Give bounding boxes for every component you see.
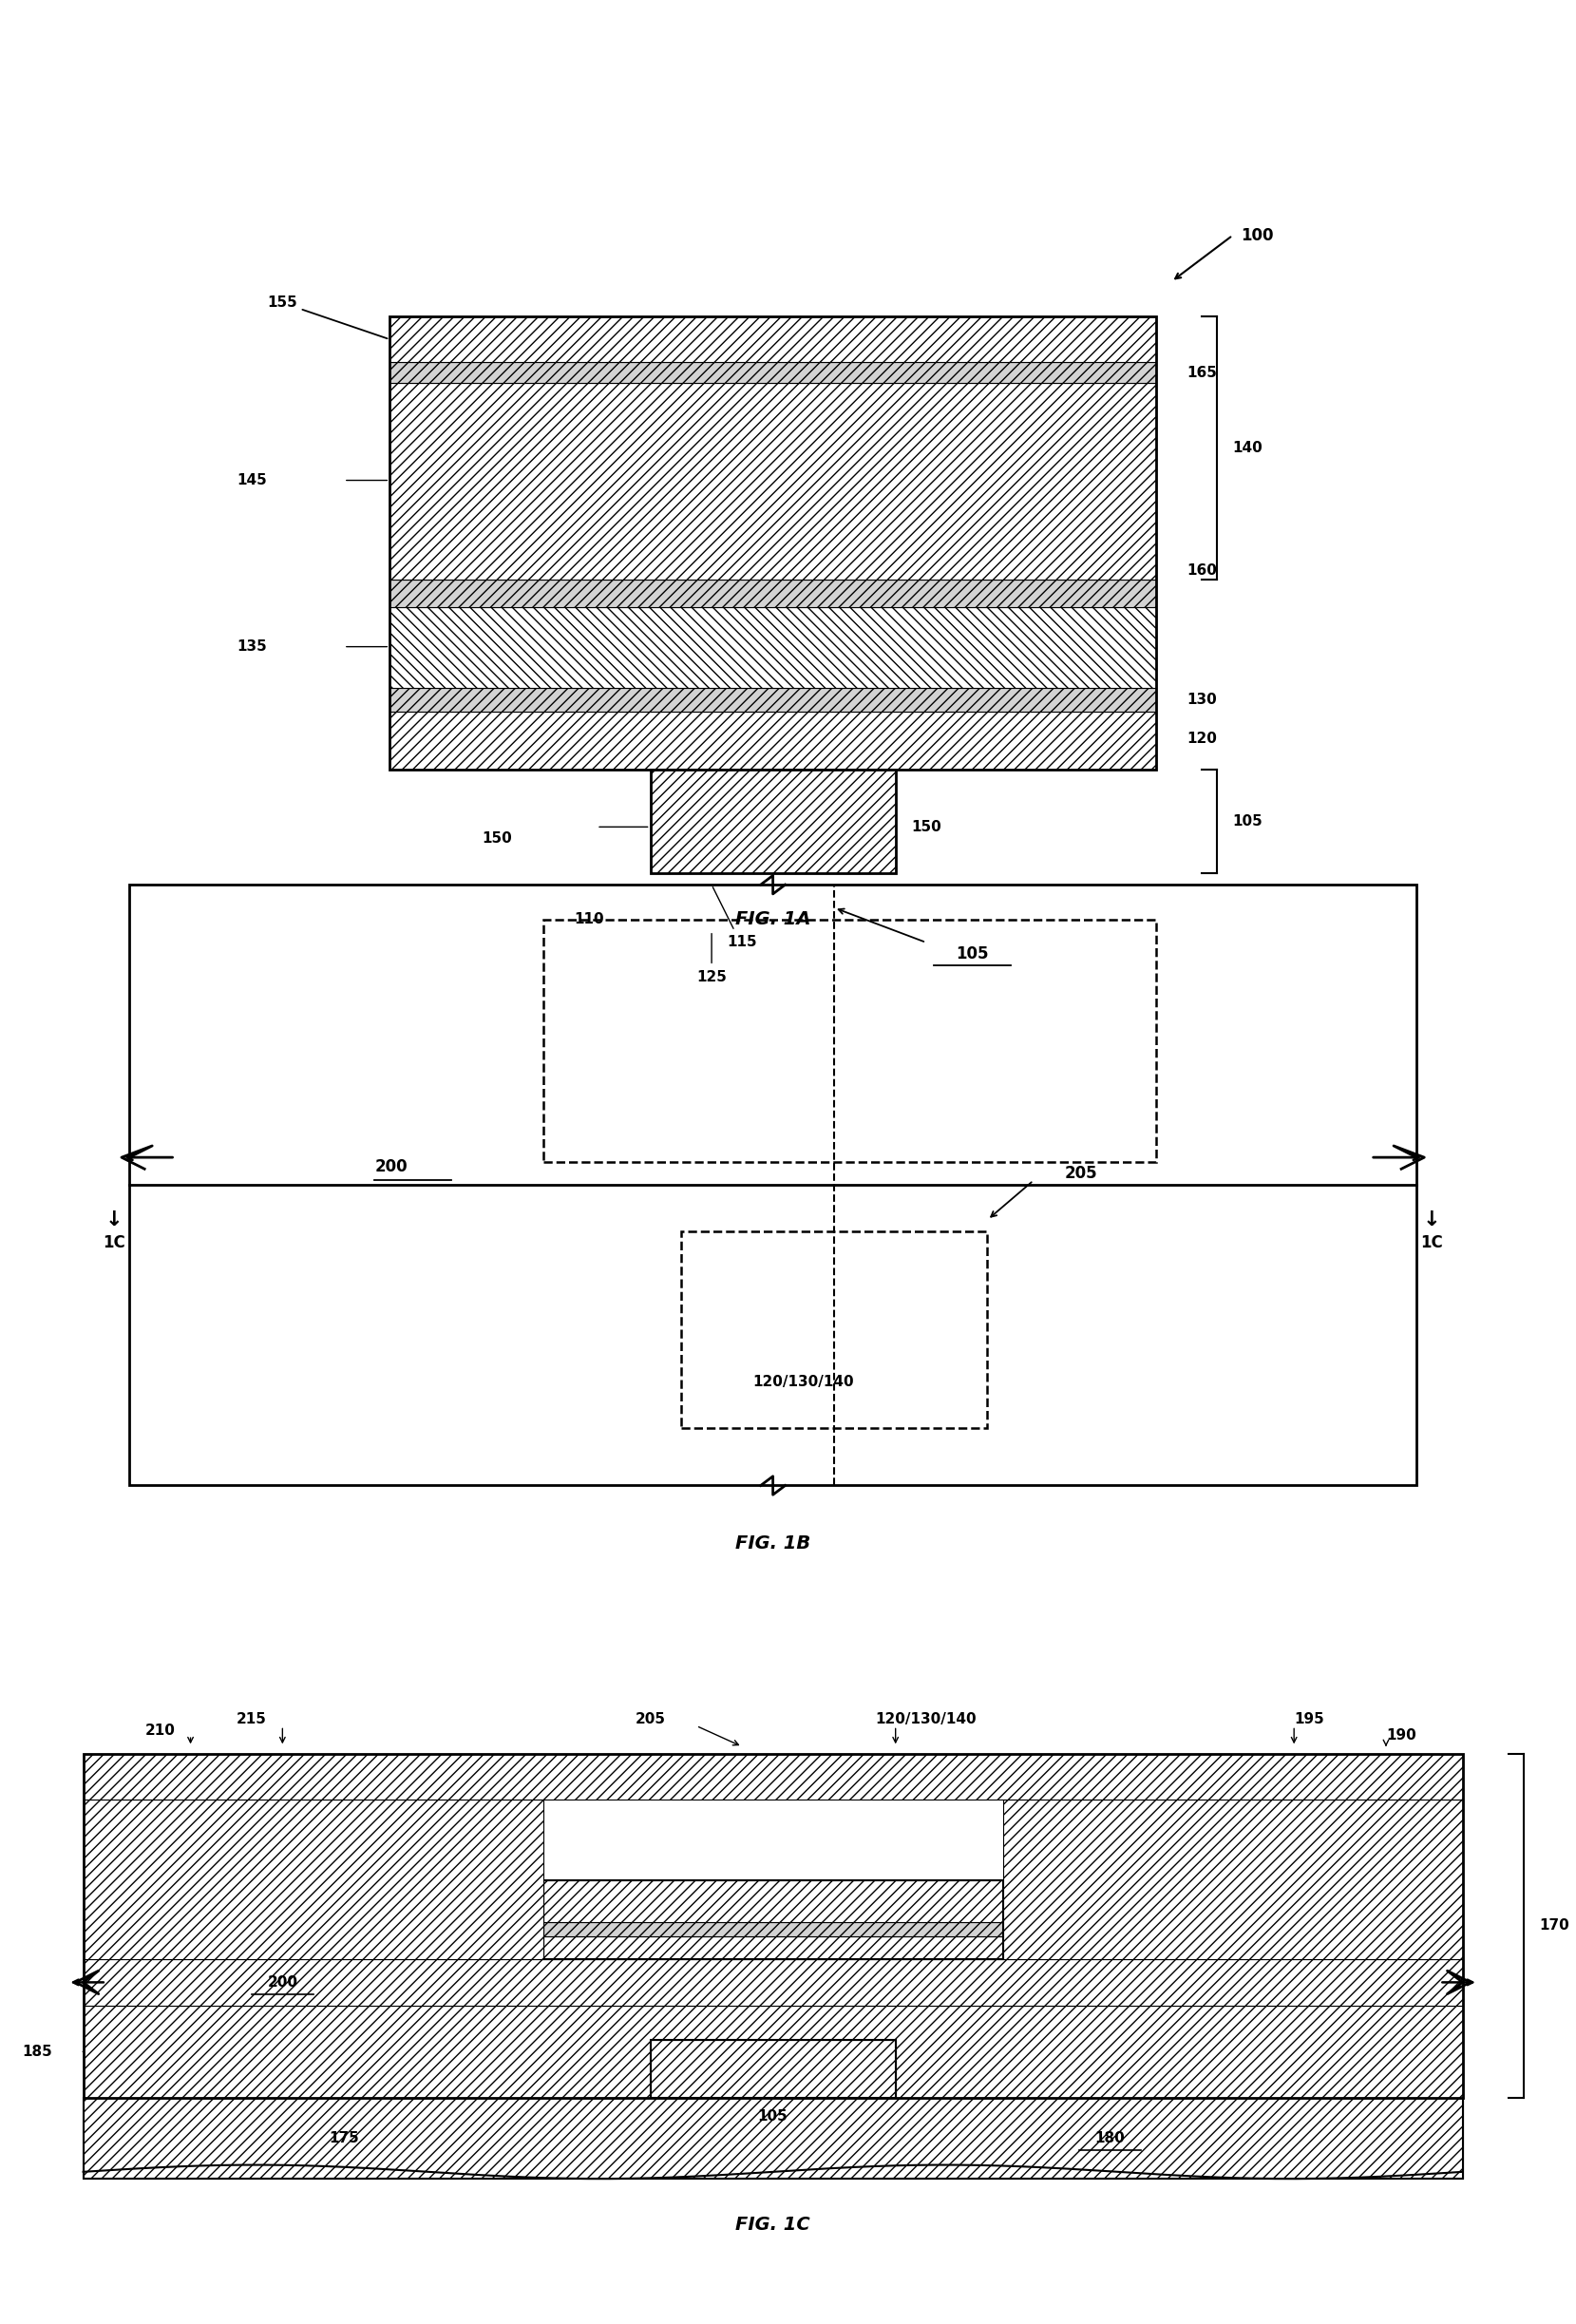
Text: 105: 105 [758, 2110, 788, 2124]
Text: 120: 120 [1187, 732, 1217, 746]
Text: 205: 205 [635, 1713, 665, 1727]
Text: 1C: 1C [1420, 1234, 1444, 1250]
Bar [544, 1880, 1002, 1922]
Text: 105: 105 [955, 946, 988, 962]
Bar [1002, 1799, 1463, 1959]
Bar [389, 607, 1157, 688]
Bar [389, 316, 1157, 769]
Bar [129, 885, 1417, 1485]
Text: 145: 145 [236, 474, 266, 488]
Text: 1C: 1C [102, 1234, 125, 1250]
Text: 130: 130 [1187, 693, 1217, 706]
Bar [651, 2040, 895, 2099]
Bar [389, 316, 1157, 363]
Text: 200: 200 [268, 1975, 298, 1989]
Bar [544, 1880, 1002, 1959]
Text: 190: 190 [1387, 1729, 1417, 1743]
Text: ↓: ↓ [1423, 1211, 1440, 1229]
Text: 160: 160 [1187, 562, 1217, 579]
Bar [389, 383, 1157, 579]
Text: 125: 125 [697, 969, 727, 985]
Bar [84, 2099, 1463, 2180]
Text: 150: 150 [911, 820, 941, 834]
Text: FIG. 1A: FIG. 1A [734, 911, 810, 927]
Text: 110: 110 [574, 913, 604, 927]
Bar [389, 579, 1157, 607]
Text: FIG. 1C: FIG. 1C [736, 2217, 810, 2233]
Text: 100: 100 [1240, 228, 1273, 244]
Text: 175: 175 [329, 2131, 359, 2145]
Bar [681, 1232, 988, 1427]
Text: 135: 135 [236, 639, 266, 653]
Bar [389, 363, 1157, 383]
Text: ↓: ↓ [106, 1211, 123, 1229]
Bar [84, 1755, 1463, 2099]
Text: 150: 150 [482, 832, 512, 846]
Bar [651, 769, 895, 874]
Text: 195: 195 [1294, 1713, 1324, 1727]
Text: 115: 115 [727, 934, 756, 951]
Bar [389, 711, 1157, 769]
Bar [84, 1799, 544, 1959]
Bar [544, 1936, 1002, 1959]
Bar [651, 769, 895, 874]
Text: 210: 210 [145, 1724, 175, 1738]
Text: 170: 170 [1540, 1920, 1570, 1934]
Bar [84, 1959, 1463, 2006]
Text: 200: 200 [375, 1157, 407, 1176]
Bar [389, 688, 1157, 711]
Bar [544, 920, 1157, 1162]
Text: 185: 185 [22, 2045, 52, 2059]
Text: 140: 140 [1232, 442, 1262, 456]
Text: 155: 155 [268, 295, 388, 339]
Text: 205: 205 [1064, 1164, 1097, 1183]
Text: 180: 180 [1095, 2131, 1125, 2145]
Bar [651, 2040, 895, 2099]
Text: FIG. 1B: FIG. 1B [736, 1534, 810, 1552]
Text: 120/130/140: 120/130/140 [876, 1713, 977, 1727]
Bar [544, 1922, 1002, 1936]
Bar [84, 1755, 1463, 1799]
Text: 215: 215 [236, 1713, 266, 1727]
Bar [84, 2006, 1463, 2099]
Bar [84, 2099, 1463, 2180]
Text: 120/130/140: 120/130/140 [753, 1373, 854, 1390]
Text: 165: 165 [1187, 365, 1217, 381]
Text: 105: 105 [1232, 813, 1262, 827]
